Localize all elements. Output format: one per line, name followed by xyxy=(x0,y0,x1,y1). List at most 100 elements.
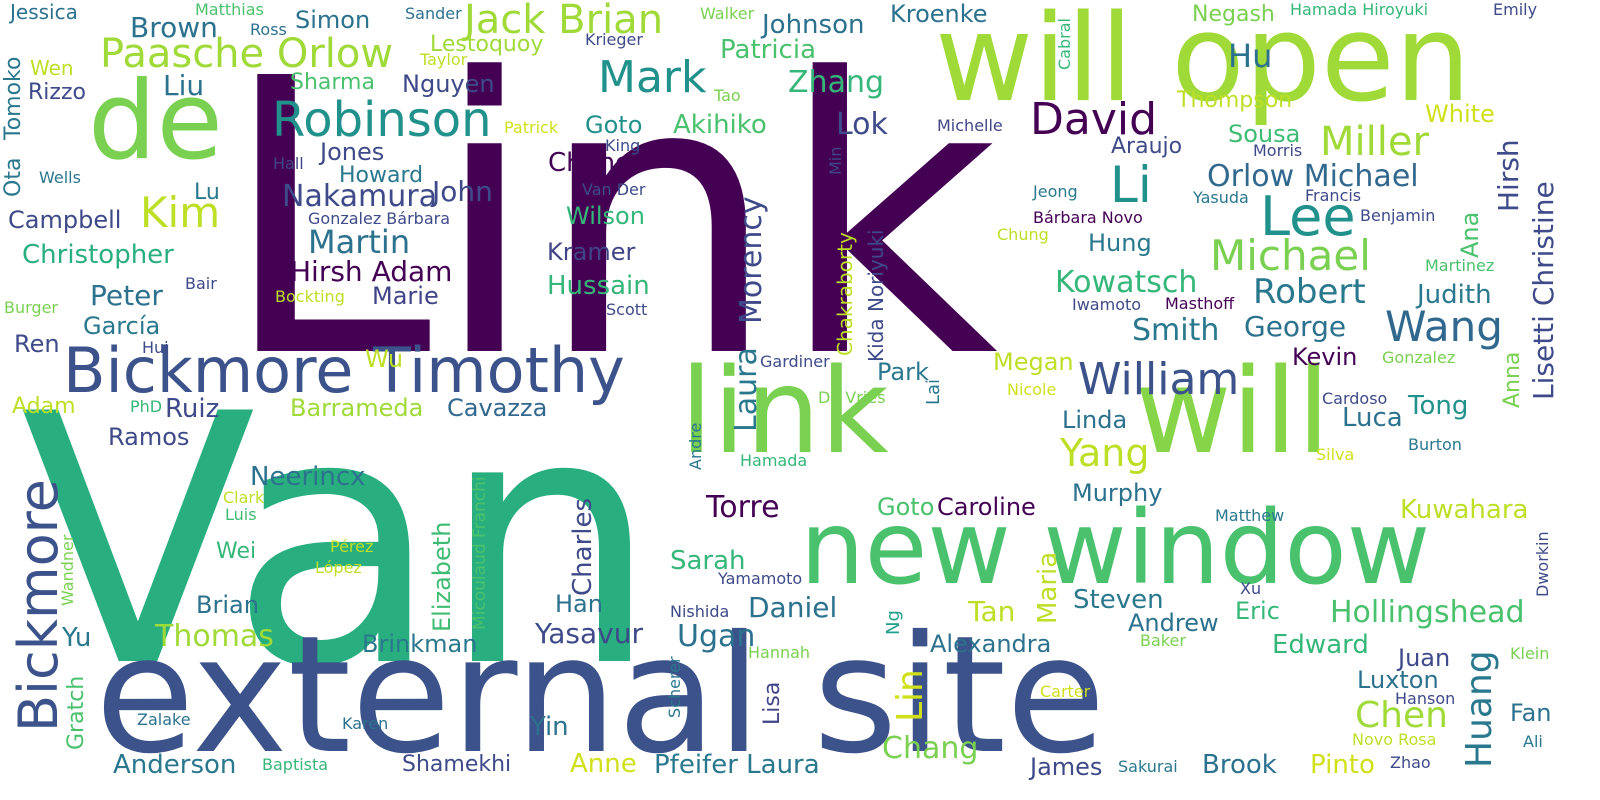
word-cavazza: Cavazza xyxy=(447,394,548,422)
word-jeong: Jeong xyxy=(1033,182,1078,201)
word-mark: Mark xyxy=(598,52,707,103)
word-karen: Karen xyxy=(342,714,389,733)
word-silva: Silva xyxy=(1316,445,1355,464)
word-goto: Goto xyxy=(585,111,643,139)
word-sharma: Sharma xyxy=(290,70,375,95)
word-lok: Lok xyxy=(836,107,888,142)
word-lestoquoy: Lestoquoy xyxy=(430,32,544,57)
word-kramer: Kramer xyxy=(547,238,636,266)
word-xu: Xu xyxy=(1240,579,1262,598)
word-tomoko: Tomoko xyxy=(1,56,26,140)
word-nishida: Nishida xyxy=(670,602,730,621)
word-ota: Ota xyxy=(1,157,26,197)
word-andrew: Andrew xyxy=(1128,609,1219,637)
word-araujo: Araujo xyxy=(1111,134,1183,159)
word-wei: Wei xyxy=(216,539,257,564)
word-juan: Juan xyxy=(1398,644,1451,672)
word-iwamoto: Iwamoto xyxy=(1072,295,1142,314)
word-zhang: Zhang xyxy=(788,65,885,100)
word-kowatsch: Kowatsch xyxy=(1055,265,1198,300)
word-klein: Klein xyxy=(1510,644,1550,663)
word-elizabeth: Elizabeth xyxy=(428,521,456,632)
word-nakamura: Nakamura xyxy=(282,179,438,214)
word-andre: Andre xyxy=(686,422,705,470)
word-yin: Yin xyxy=(530,712,569,742)
word-robinson: Robinson xyxy=(272,92,492,148)
word-anne: Anne xyxy=(570,749,637,779)
word-sousa: Sousa xyxy=(1228,120,1301,148)
word-king: King xyxy=(605,136,641,155)
word-kim: Kim xyxy=(140,188,221,237)
word-miller: Miller xyxy=(1320,119,1429,165)
word-link: Link xyxy=(220,0,999,441)
word-thompson: Thompson xyxy=(1177,88,1293,113)
word-michael: Michael xyxy=(1210,231,1371,280)
word-park: Park xyxy=(877,358,929,386)
word-linda: Linda xyxy=(1062,406,1128,434)
word-lin: Lin xyxy=(890,669,931,722)
word-patricia: Patricia xyxy=(720,35,817,65)
word-white: White xyxy=(1425,100,1495,128)
word-barrameda: Barrameda xyxy=(290,394,424,422)
word-ng: Ng xyxy=(883,610,904,635)
word-scott: Scott xyxy=(606,300,648,319)
word-novo-rosa: Novo Rosa xyxy=(1352,730,1437,749)
word-yang: Yang xyxy=(1060,431,1150,475)
word-marie: Marie xyxy=(372,282,439,310)
word-paasche-orlow: Paasche Orlow xyxy=(100,31,394,77)
word-goto: Goto xyxy=(877,493,935,521)
word-kida-noriyuki: Kida Noriyuki xyxy=(864,229,888,362)
word-yamamoto: Yamamoto xyxy=(718,569,803,588)
word-laura: Laura xyxy=(729,347,764,432)
word-murphy: Murphy xyxy=(1072,479,1163,507)
word-han: Han xyxy=(555,590,603,618)
word-gonzalez: Gonzalez xyxy=(1382,348,1456,367)
word-patrick: Patrick xyxy=(504,118,559,137)
word-will: will xyxy=(1135,342,1330,480)
word-lisetti-christine: Lisetti Christine xyxy=(1527,181,1560,400)
word-gonzalez-barbara: Gonzalez Bárbara xyxy=(308,209,451,228)
word-christopher: Christopher xyxy=(22,240,174,270)
word-brook: Brook xyxy=(1202,750,1277,780)
word-hui: Hui xyxy=(142,338,169,357)
word-wells: Wells xyxy=(39,168,81,187)
word-phd: PhD xyxy=(130,397,163,416)
word-charles: Charles xyxy=(568,497,598,596)
word-sarah: Sarah xyxy=(670,546,746,576)
word-gardiner: Gardiner xyxy=(760,352,830,371)
word-perez: Pérez xyxy=(330,537,374,556)
word-baptista: Baptista xyxy=(262,755,329,774)
word-krieger: Krieger xyxy=(585,30,643,49)
word-jones: Jones xyxy=(320,138,385,166)
word-pfeifer-laura: Pfeifer Laura xyxy=(654,750,820,780)
word-torre: Torre xyxy=(706,490,780,525)
word-pinto: Pinto xyxy=(1310,750,1375,780)
word-jessica: Jessica xyxy=(10,0,78,24)
word-wu: Wu xyxy=(365,345,404,373)
word-burton: Burton xyxy=(1408,435,1462,454)
word-barbara-novo: Bárbara Novo xyxy=(1033,208,1143,227)
word-morency: Morency xyxy=(734,196,769,324)
word-ruiz: Ruiz xyxy=(165,394,220,424)
word-brown: Brown xyxy=(130,11,218,44)
word-min: Min xyxy=(826,146,845,175)
word-bockting: Bockting xyxy=(275,287,345,306)
word-link: link xyxy=(680,342,889,480)
word-wang: Wang xyxy=(1385,302,1503,351)
word-lee: Lee xyxy=(1260,185,1356,248)
word-hamada-hiroyuki: Hamada Hiroyuki xyxy=(1290,0,1429,19)
word-wilson: Wilson xyxy=(566,202,645,230)
word-anderson: Anderson xyxy=(113,750,237,780)
word-tan: Tan xyxy=(968,595,1016,628)
word-kroenke: Kroenke xyxy=(890,0,988,28)
word-johnson: Johnson xyxy=(762,10,865,40)
word-brinkman: Brinkman xyxy=(362,630,478,658)
word-kuwahara: Kuwahara xyxy=(1400,495,1529,525)
word-yasuda: Yasuda xyxy=(1193,188,1249,207)
word-rizzo: Rizzo xyxy=(28,80,86,105)
word-benjamin: Benjamin xyxy=(1360,206,1436,225)
word-akihiko: Akihiko xyxy=(673,110,767,140)
word-micoulaud-franchi: Micoulaud Franchi xyxy=(470,476,490,630)
word-chung: Chung xyxy=(997,225,1049,244)
